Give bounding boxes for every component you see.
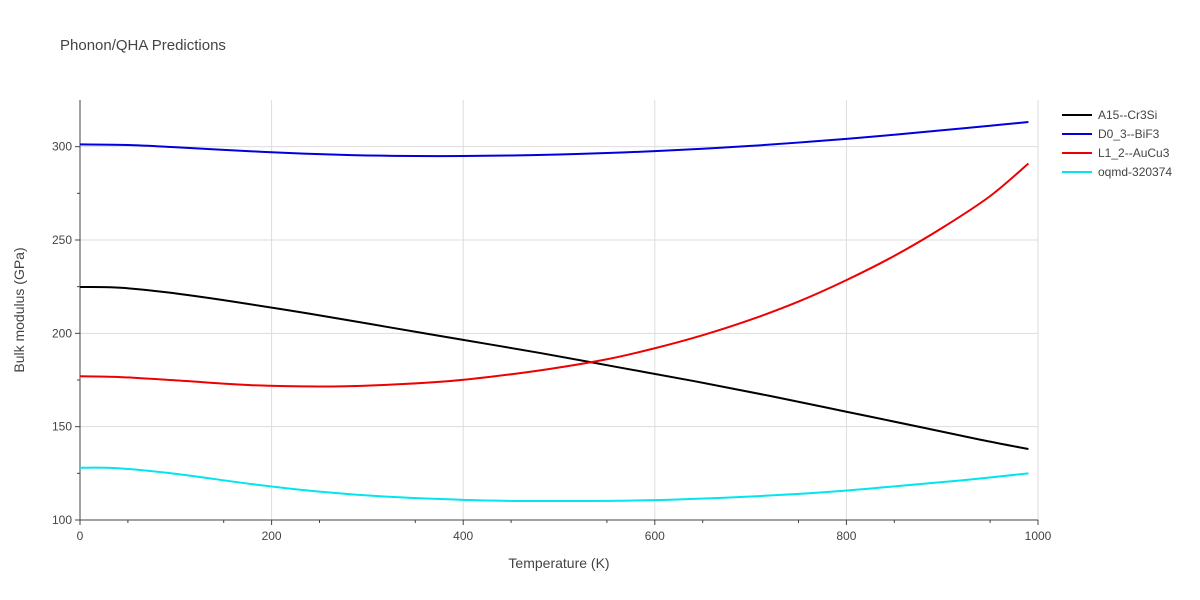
series-line-1 xyxy=(79,286,1029,451)
series-line-4 xyxy=(79,466,1029,503)
legend[interactable]: A15--Cr3Si D0_3--BiF3 L1_2--AuCu3 oqmd-3203… xyxy=(1062,108,1172,179)
y-tick-label: 150 xyxy=(52,420,72,434)
x-tick-label: 800 xyxy=(836,529,856,543)
y-tick-label: 100 xyxy=(52,513,72,527)
y-tick-label: 300 xyxy=(52,140,72,154)
legend-label: D0_3--BiF3 xyxy=(1098,127,1160,141)
grid xyxy=(80,100,1039,520)
series-line-2 xyxy=(79,121,1029,158)
series-lines xyxy=(79,121,1030,503)
legend-label: oqmd-320374 xyxy=(1098,165,1172,179)
legend-item[interactable]: L1_2--AuCu3 xyxy=(1062,146,1170,160)
x-tick-label: 0 xyxy=(77,529,84,543)
y-axis-title: Bulk modulus (GPa) xyxy=(11,247,27,372)
y-tick-label: 250 xyxy=(52,233,72,247)
legend-item[interactable]: A15--Cr3Si xyxy=(1062,108,1157,122)
axes: 0 200 400 600 800 1000 100 150 200 250 300 xyxy=(52,100,1052,543)
x-tick-label: 1000 xyxy=(1025,529,1052,543)
legend-item[interactable]: D0_3--BiF3 xyxy=(1062,127,1160,141)
legend-label: L1_2--AuCu3 xyxy=(1098,146,1170,160)
legend-item[interactable]: oqmd-320374 xyxy=(1062,165,1172,179)
series-line-3 xyxy=(79,162,1030,388)
x-axis-title: Temperature (K) xyxy=(508,555,609,571)
y-tick-label: 200 xyxy=(52,326,72,340)
chart-title: Phonon/QHA Predictions xyxy=(60,37,226,54)
x-tick-label: 400 xyxy=(453,529,473,543)
x-tick-label: 200 xyxy=(262,529,282,543)
legend-label: A15--Cr3Si xyxy=(1098,108,1157,122)
x-tick-label: 600 xyxy=(645,529,665,543)
